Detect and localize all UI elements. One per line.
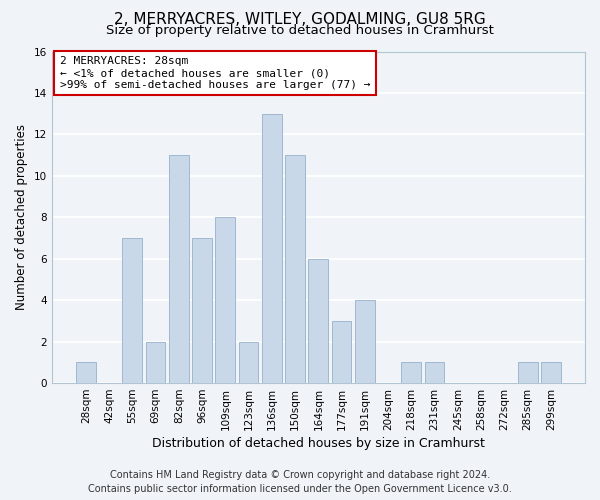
Bar — [192, 238, 212, 383]
Text: 2, MERRYACRES, WITLEY, GODALMING, GU8 5RG: 2, MERRYACRES, WITLEY, GODALMING, GU8 5R… — [114, 12, 486, 28]
Text: Size of property relative to detached houses in Cramhurst: Size of property relative to detached ho… — [106, 24, 494, 37]
Text: 2 MERRYACRES: 28sqm
← <1% of detached houses are smaller (0)
>99% of semi-detach: 2 MERRYACRES: 28sqm ← <1% of detached ho… — [59, 56, 370, 90]
Bar — [425, 362, 445, 383]
Bar — [308, 258, 328, 383]
Bar — [146, 342, 166, 383]
Bar — [332, 321, 352, 383]
Text: Contains HM Land Registry data © Crown copyright and database right 2024.
Contai: Contains HM Land Registry data © Crown c… — [88, 470, 512, 494]
Bar — [518, 362, 538, 383]
Bar — [355, 300, 375, 383]
Bar — [122, 238, 142, 383]
Bar — [401, 362, 421, 383]
Bar — [541, 362, 561, 383]
Bar — [215, 218, 235, 383]
Bar — [262, 114, 282, 383]
Bar — [169, 155, 188, 383]
X-axis label: Distribution of detached houses by size in Cramhurst: Distribution of detached houses by size … — [152, 437, 485, 450]
Y-axis label: Number of detached properties: Number of detached properties — [15, 124, 28, 310]
Bar — [76, 362, 95, 383]
Bar — [285, 155, 305, 383]
Bar — [239, 342, 259, 383]
